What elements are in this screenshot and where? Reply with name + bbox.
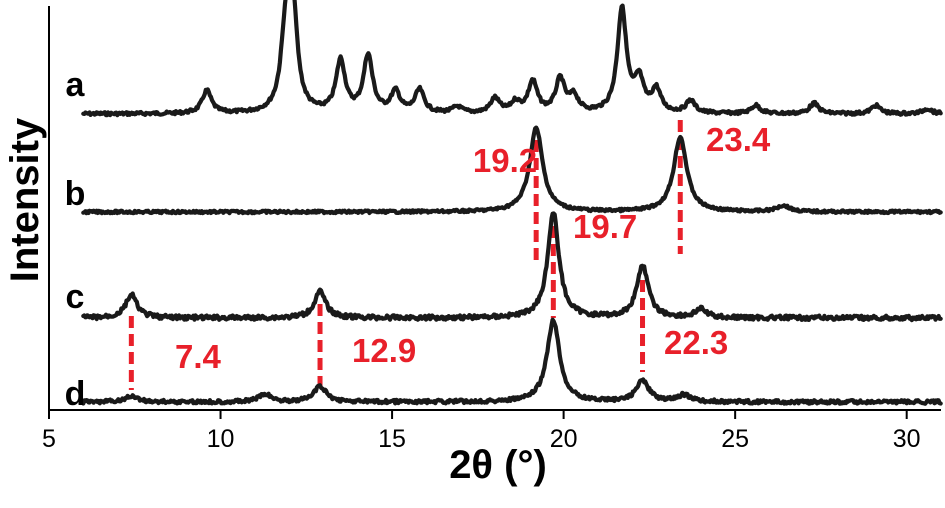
y-axis-title: Intensity <box>3 117 47 282</box>
peak-label-12-9: 12.9 <box>352 332 416 369</box>
axes: 5 10 15 20 25 30 <box>42 6 941 453</box>
x-axis-ticks <box>48 410 908 419</box>
diffraction-traces <box>81 0 943 406</box>
x-axis-title: 2θ (°) <box>449 443 547 487</box>
peak-label-22-3: 22.3 <box>664 324 728 361</box>
x-tick-label: 20 <box>550 425 578 453</box>
x-axis-tick-labels: 5 10 15 20 25 30 <box>42 425 921 453</box>
trace-label-c: c <box>66 278 85 316</box>
peak-label-19-7: 19.7 <box>573 208 637 245</box>
trace-label-a: a <box>66 66 86 104</box>
x-tick-label: 10 <box>207 425 235 453</box>
trace-label-d: d <box>65 375 86 413</box>
peak-annotation-labels: 19.2 23.4 19.7 7.4 12.9 22.3 <box>175 121 771 375</box>
trace-d <box>81 317 943 406</box>
trace-label-b: b <box>65 175 86 213</box>
trace-b <box>81 125 943 216</box>
peak-label-23-4: 23.4 <box>706 121 771 158</box>
x-tick-label: 15 <box>378 425 406 453</box>
trace-labels: a b c d <box>65 66 86 413</box>
x-tick-label: 5 <box>42 425 56 453</box>
trace-a <box>81 0 943 118</box>
x-tick-label: 25 <box>721 425 749 453</box>
trace-c <box>81 211 943 323</box>
peak-label-7-4: 7.4 <box>175 338 222 375</box>
peak-label-19-2: 19.2 <box>473 142 537 179</box>
x-tick-label: 30 <box>893 425 921 453</box>
